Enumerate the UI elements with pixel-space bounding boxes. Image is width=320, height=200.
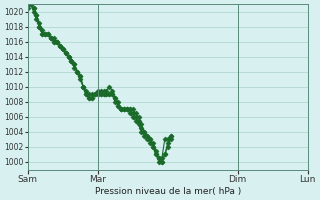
X-axis label: Pression niveau de la mer( hPa ): Pression niveau de la mer( hPa ) (94, 187, 241, 196)
